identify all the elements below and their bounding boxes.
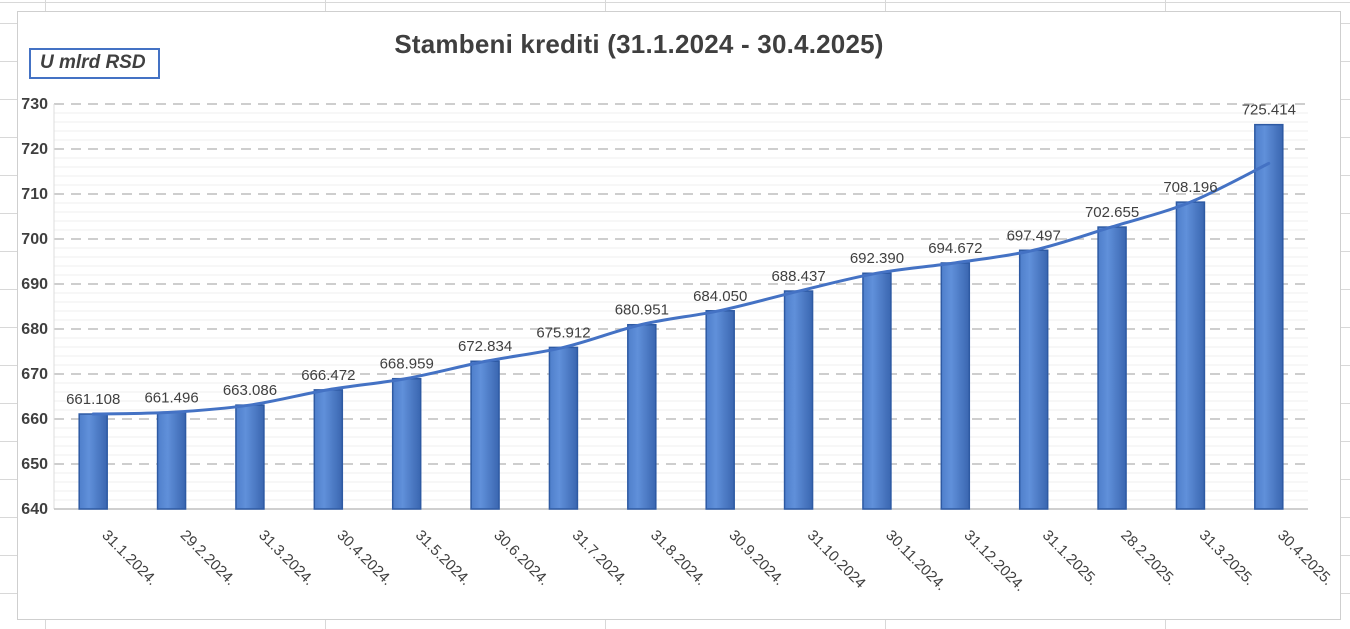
bar[interactable] [313,389,344,510]
y-axis-tick-label: 710 [21,186,48,203]
trend-line[interactable] [91,161,1271,416]
y-axis-tick-label: 680 [21,321,48,338]
bar-value-label: 672.834 [458,338,512,355]
bar[interactable] [940,262,971,510]
bar[interactable] [705,310,735,510]
x-axis-tick-label: 31.12.2024. [960,527,1028,595]
bar[interactable] [391,377,422,510]
bar-value-label: 702.655 [1085,204,1139,221]
bar[interactable] [1175,201,1206,510]
bar[interactable] [1018,249,1049,510]
x-axis-tick-label: 28.2.2025. [1117,527,1179,589]
axis-unit-label: U mlrd RSD [40,52,146,73]
bar-value-label: 663.086 [223,382,277,399]
bar-value-label: 675.912 [536,324,590,341]
x-axis-tick-label: 31.5.2024. [412,527,474,589]
y-axis-tick-label: 730 [21,96,48,113]
bar-value-label: 708.196 [1163,179,1217,196]
chart-title: Stambeni krediti (31.1.2024 - 30.4.2025) [394,29,884,59]
chart-area[interactable]: 640 650 660 670 680 690 700 710 720 730 661.108 661… [17,11,1341,620]
bar-value-label: 688.437 [771,268,825,285]
x-axis-tick-label: 31.7.2024. [569,527,631,589]
y-axis-tick-label: 670 [21,366,48,383]
x-axis-tick-label: 30.4.2025. [1274,527,1336,589]
y-axis-tick-label: 640 [21,501,48,518]
x-axis-tick-label: 31.1.2025. [1039,527,1101,589]
bar[interactable] [156,411,187,510]
bar-value-label: 680.951 [615,302,669,319]
bar-value-label: 692.390 [850,250,904,267]
y-axis-tick-label: 650 [21,456,48,473]
x-axis-tick-label: 30.9.2024. [725,527,787,589]
y-axis-tick-label: 720 [21,141,48,158]
y-axis-tick-label: 690 [21,276,48,293]
plot-svg: 640 650 660 670 680 690 700 710 720 730 661.108 661… [21,96,1336,595]
x-axis-tick-label: 31.8.2024. [647,527,709,589]
bar[interactable] [862,272,892,510]
bar-value-label: 694.672 [928,240,982,257]
y-axis-tick-label: 660 [21,411,48,428]
x-axis-tick-label: 30.4.2024. [333,527,395,589]
bar[interactable] [548,346,579,510]
x-axis-tick-label: 31.3.2024. [255,527,317,589]
x-axis-tick-label: 29.2.2024. [177,527,239,589]
x-axis-tick-label: 31.10.2024 [804,527,869,592]
bar[interactable] [783,290,814,510]
bar[interactable] [627,323,657,510]
bar[interactable] [78,413,108,510]
bar-value-label: 666.472 [301,367,355,384]
x-axis-tick-label: 31.3.2025. [1196,527,1258,589]
bar[interactable] [1254,123,1284,510]
bar-value-label: 684.050 [693,288,747,305]
bar-value-label: 725.414 [1242,102,1296,119]
y-axis-tick-label: 700 [21,231,48,248]
x-axis-tick-label: 30.11.2024. [882,527,949,594]
bar-value-label: 668.959 [380,356,434,373]
axis-unit-label-box: U mlrd RSD [29,48,160,79]
bar[interactable] [470,360,500,510]
bar[interactable] [235,404,265,510]
bar-value-label: 661.496 [144,389,198,406]
bar-value-label: 697.497 [1007,227,1061,244]
x-axis-tick-label: 31.1.2024. [98,527,160,589]
bar-value-label: 661.108 [66,391,120,408]
x-axis-tick-label: 30.6.2024. [490,527,552,589]
bar[interactable] [1097,226,1127,510]
